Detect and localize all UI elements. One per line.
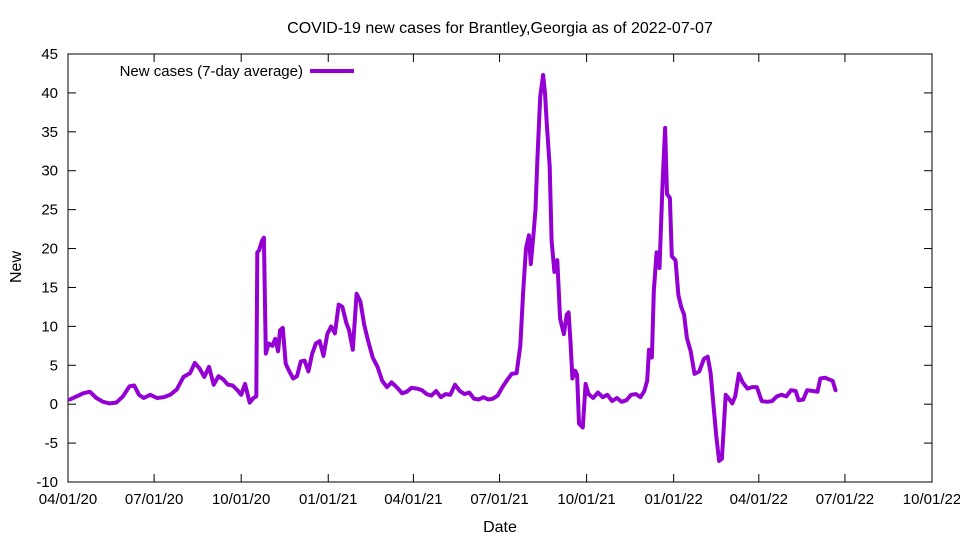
y-tick-label: 35 xyxy=(41,124,58,141)
chart-title: COVID-19 new cases for Brantley,Georgia … xyxy=(287,20,713,37)
y-tick-label: -10 xyxy=(36,474,58,491)
x-tick-label: 01/01/22 xyxy=(644,491,702,508)
y-axis-label: New xyxy=(8,251,25,283)
series-group xyxy=(67,73,838,463)
y-tick-label: 45 xyxy=(41,46,58,63)
x-tick-label: 07/01/21 xyxy=(470,491,528,508)
y-tick-label: -5 xyxy=(45,435,58,452)
y-tick-label: 25 xyxy=(41,202,58,219)
x-tick-label: 04/01/20 xyxy=(39,491,97,508)
x-axis: 04/01/20 07/01/20 10/01/20 01/01/21 04/01/21… xyxy=(39,54,960,508)
y-tick-label: 30 xyxy=(41,163,58,180)
x-tick-label: 01/01/21 xyxy=(299,491,357,508)
y-axis: -10 -5 0 5 10 15 20 25 30 35 40 45 xyxy=(36,46,932,491)
x-tick-label: 10/01/21 xyxy=(557,491,615,508)
y-tick-label: 40 xyxy=(41,85,58,102)
x-tick-label: 10/01/20 xyxy=(212,491,270,508)
legend-label: New cases (7-day average) xyxy=(120,63,303,80)
y-tick-label: 20 xyxy=(41,241,58,258)
y-tick-label: 15 xyxy=(41,279,58,296)
plot-area-frame xyxy=(67,53,933,483)
y-tick-label: 5 xyxy=(50,357,58,374)
legend: New cases (7-day average) xyxy=(120,63,354,80)
y-tick-label: 10 xyxy=(41,318,58,335)
x-tick-label: 07/01/22 xyxy=(816,491,874,508)
x-tick-label: 04/01/22 xyxy=(730,491,788,508)
x-tick-label: 07/01/20 xyxy=(125,491,183,508)
x-tick-label: 10/01/22 xyxy=(903,491,960,508)
x-tick-label: 04/01/21 xyxy=(384,491,442,508)
y-tick-label: 0 xyxy=(50,396,58,413)
x-axis-label: Date xyxy=(483,519,517,536)
series-line-0 xyxy=(67,73,838,463)
